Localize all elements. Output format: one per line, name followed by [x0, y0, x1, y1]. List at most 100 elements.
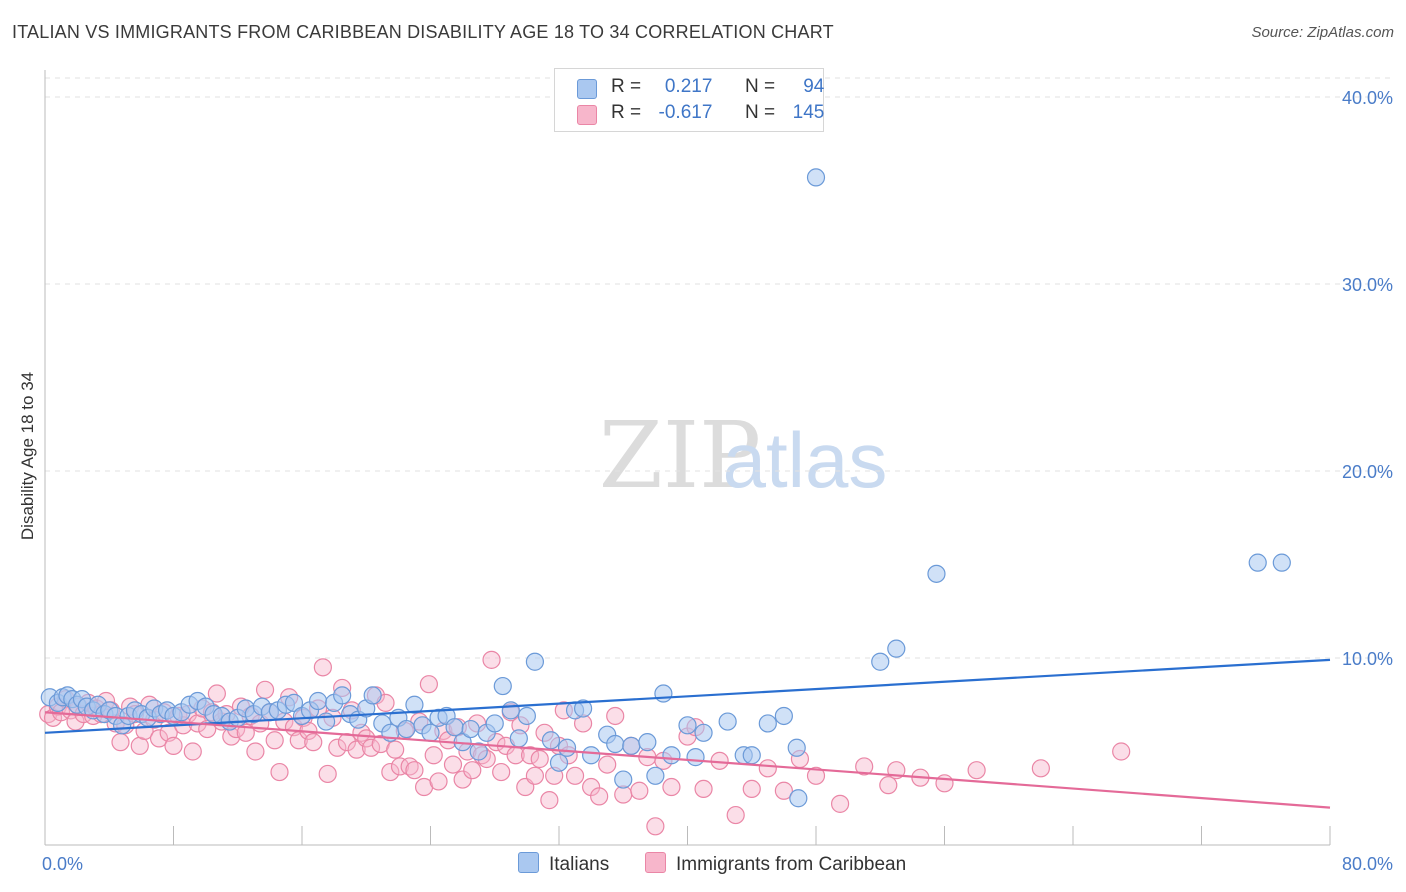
italians-point — [557, 738, 577, 757]
caribbean-point — [265, 731, 284, 750]
caribbean-point — [967, 761, 986, 780]
caribbean-point — [381, 762, 400, 782]
bottom-italians-swatch — [518, 852, 539, 873]
caribbean-point — [662, 777, 681, 797]
caribbean-point — [149, 729, 169, 748]
bottom-caribbean-label: Immigrants from Caribbean — [676, 854, 907, 875]
caribbean-point — [726, 805, 745, 825]
caribbean-point — [313, 658, 332, 677]
italians-point — [654, 684, 673, 703]
caribbean-point — [405, 761, 424, 780]
y-tick-label: 30.0% — [1342, 275, 1393, 295]
caribbean-point — [386, 740, 405, 759]
italians-point — [525, 652, 545, 671]
watermark-atlas: atlas — [723, 416, 888, 504]
bottom-caribbean-swatch — [645, 852, 666, 873]
italians-point — [461, 719, 480, 739]
caribbean-point — [935, 774, 954, 793]
caribbean-point — [565, 766, 585, 785]
watermark-zip: ZIP — [599, 402, 761, 509]
italians-point — [606, 734, 625, 754]
caribbean-point — [758, 759, 777, 778]
italians-point — [1272, 553, 1291, 572]
bottom-legend-caribbean: Immigrants from Caribbean — [645, 852, 906, 876]
caribbean-point — [318, 764, 337, 784]
italians-r-label: R = — [611, 76, 642, 97]
caribbean-point — [246, 742, 265, 761]
source-label: Source: ZipAtlas.com — [1251, 24, 1394, 41]
italians-point — [678, 716, 697, 735]
caribbean-point — [646, 817, 665, 836]
italians-point — [405, 695, 424, 714]
italians-r-value: 0.217 — [664, 76, 713, 97]
italians-point — [501, 701, 520, 720]
caribbean-trend-line — [44, 711, 1331, 809]
italians-point — [718, 712, 737, 731]
caribbean-point — [530, 749, 549, 769]
italians-point — [549, 753, 569, 772]
caribbean-point — [630, 781, 649, 800]
caribbean-r-label: R = — [611, 102, 642, 123]
chart-title: ITALIAN VS IMMIGRANTS FROM CARIBBEAN DIS… — [12, 22, 834, 42]
italians-point — [333, 686, 352, 705]
italians-point — [284, 693, 304, 712]
caribbean-point — [443, 755, 463, 774]
caribbean-point — [270, 762, 289, 782]
caribbean-point — [111, 733, 130, 752]
italians-point — [1248, 553, 1267, 572]
italians-point — [485, 714, 504, 733]
italians-point — [686, 748, 705, 767]
italians-point — [758, 714, 777, 733]
caribbean-point — [590, 787, 609, 806]
italians-point — [927, 564, 946, 583]
caribbean-point — [304, 733, 323, 752]
caribbean-point — [598, 755, 617, 774]
caribbean-point — [855, 757, 874, 776]
caribbean-point — [361, 738, 381, 757]
caribbean-r-value: -0.617 — [658, 102, 713, 123]
italians-point — [493, 676, 512, 696]
y-tick-label: 40.0% — [1342, 88, 1393, 108]
bottom-italians-label: Italians — [549, 854, 610, 875]
italians-point — [614, 770, 633, 789]
caribbean-point — [540, 791, 559, 810]
italians-point — [541, 731, 561, 750]
italians-point — [445, 718, 464, 737]
y-tick-label: 10.0% — [1342, 649, 1393, 669]
italians-n-value: 94 — [803, 76, 825, 97]
italians-trend-line — [44, 658, 1331, 734]
caribbean-point — [482, 650, 501, 669]
italians-point — [517, 706, 536, 726]
caribbean-point — [183, 742, 202, 761]
italians-point — [662, 746, 681, 765]
italians-point — [887, 639, 906, 658]
italians-point — [774, 706, 793, 726]
caribbean-point — [453, 770, 472, 789]
caribbean-point — [606, 706, 625, 726]
x-tick-label-min: 0.0% — [42, 854, 83, 874]
italians-point — [622, 736, 641, 755]
caribbean-point — [520, 746, 540, 765]
caribbean-point — [207, 684, 226, 703]
caribbean-point — [463, 761, 482, 780]
caribbean-point — [806, 766, 826, 785]
italians-point — [638, 733, 657, 752]
caribbean-point — [742, 779, 761, 799]
y-tick-label: 20.0% — [1342, 462, 1393, 482]
italians-swatch — [577, 79, 597, 99]
caribbean-swatch — [577, 105, 597, 125]
italians-n-label: N = — [744, 76, 776, 97]
caribbean-point — [390, 757, 410, 776]
caribbean-point — [328, 738, 347, 757]
caribbean-point — [492, 762, 511, 782]
caribbean-point — [879, 776, 898, 795]
caribbean-point — [525, 766, 545, 785]
caribbean-point — [255, 680, 275, 699]
caribbean-point — [1031, 759, 1050, 778]
caribbean-point — [164, 736, 183, 755]
italians-point — [308, 691, 328, 711]
caribbean-point — [424, 746, 443, 765]
italians-point — [573, 699, 593, 718]
italians-point — [509, 729, 528, 748]
